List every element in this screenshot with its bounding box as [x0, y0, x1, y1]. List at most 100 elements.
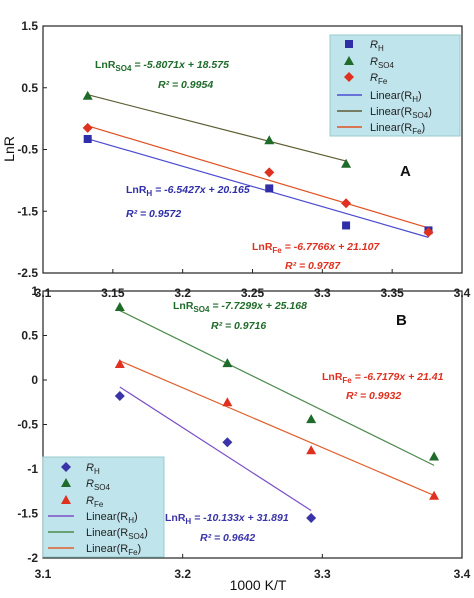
- legend-box: [42, 456, 165, 558]
- data-point-R_SO4: [306, 414, 317, 424]
- legend-subscript: Fe: [378, 77, 388, 86]
- chart-panel-a: 3.1 3.15 3.2 3.25 3.3 3.35 3.41.50.5-0.5-1.5-2…: [1, 19, 471, 300]
- legend-fit-label-R_SO4: Linear(RSO4): [370, 106, 432, 120]
- legend-subscript: SO4: [94, 483, 111, 492]
- legend-fit-text: Linear(R: [86, 511, 128, 523]
- y-axis-title: LnR: [1, 136, 17, 162]
- panel-letter: A: [400, 163, 411, 180]
- y-tick-label: 1.5: [21, 19, 38, 33]
- data-point-R_SO4: [264, 135, 275, 145]
- equation-lhs: LnR: [95, 59, 116, 71]
- equation-subscript: H: [146, 189, 152, 198]
- legend-fit-text: Linear(R: [86, 527, 128, 539]
- equation-R_Fe: LnRFe = -6.7179x + 21.41: [322, 371, 444, 385]
- r-squared-R_SO4: R² = 0.9954: [158, 79, 213, 91]
- data-point-R_H: [83, 135, 92, 144]
- x-tick-label: 3.15: [101, 286, 125, 300]
- y-tick-label: -2.5: [17, 266, 38, 280]
- y-tick-label: -2: [27, 551, 38, 565]
- r-squared-R_Fe: R² = 0.9932: [346, 390, 401, 402]
- equation-R_H: LnRH = -10.133x + 31.891: [165, 512, 289, 526]
- legend-fit-close: ): [428, 106, 432, 118]
- data-point-R_H: [222, 437, 233, 448]
- legend-r: R: [86, 462, 94, 474]
- equation-subscript: Fe: [272, 246, 282, 255]
- data-point-R_H: [114, 391, 125, 402]
- equation-rhs: = -6.7766x + 21.107: [282, 241, 381, 253]
- equation-subscript: SO4: [115, 64, 132, 73]
- legend-box: [329, 34, 461, 137]
- legend-fit-label-R_SO4: Linear(RSO4): [86, 527, 148, 541]
- data-point-R_SO4: [222, 358, 233, 368]
- equation-subscript: Fe: [342, 376, 352, 385]
- x-tick-label: 3.25: [241, 286, 265, 300]
- legend-marker-R_H: [61, 462, 71, 472]
- r-squared-R_SO4: R² = 0.9716: [211, 320, 266, 332]
- data-point-R_Fe: [114, 358, 125, 368]
- data-point-R_SO4: [429, 451, 440, 461]
- legend-fit-subscript: H: [412, 95, 418, 104]
- legend-marker-R_H: [345, 40, 353, 48]
- data-point-R_Fe: [423, 227, 434, 238]
- equation-lhs: LnR: [165, 512, 186, 524]
- legend-marker-R_SO4: [344, 56, 354, 65]
- legend-fit-subscript: SO4: [128, 532, 145, 541]
- data-point-R_SO4: [82, 90, 93, 100]
- equation-lhs: LnR: [126, 184, 147, 196]
- legend-fit-label-R_H: Linear(RH): [86, 511, 138, 525]
- data-point-R_Fe: [429, 490, 440, 500]
- legend-subscript: H: [378, 44, 384, 53]
- x-tick-label: 3.35: [380, 286, 404, 300]
- equation-subscript: H: [185, 517, 191, 526]
- legend-fit-close: ): [138, 543, 142, 555]
- legend-fit-label-R_Fe: Linear(RFe): [370, 122, 425, 136]
- legend-label-R_SO4: RSO4: [86, 478, 111, 492]
- panel-letter: B: [396, 312, 407, 329]
- legend-r: R: [86, 495, 94, 507]
- equation-rhs: = -10.133x + 31.891: [191, 512, 289, 524]
- trendline-R_Fe: [119, 360, 435, 496]
- x-axis-title: 1000 K/T: [230, 577, 287, 593]
- legend-r: R: [86, 478, 94, 490]
- legend-subscript: Fe: [94, 500, 104, 509]
- legend-fit-close: ): [422, 122, 426, 134]
- legend-fit-label-R_H: Linear(RH): [370, 90, 422, 104]
- legend-r: R: [370, 56, 378, 68]
- r-squared-R_H: R² = 0.9642: [200, 532, 255, 544]
- equation-R_SO4: LnRSO4 = -7.7299x + 25.168: [173, 300, 307, 314]
- trendline-R_H: [119, 386, 312, 512]
- x-tick-label: 3.2: [174, 567, 191, 581]
- equation-R_H: LnRH = -6.5427x + 20.165: [126, 184, 250, 198]
- data-point-R_Fe: [306, 445, 317, 455]
- legend-label-R_Fe: RFe: [86, 495, 104, 509]
- legend-fit-close: ): [134, 511, 138, 523]
- legend-subscript: SO4: [378, 61, 395, 70]
- equation-rhs: = -6.7179x + 21.41: [352, 371, 444, 383]
- y-tick-label: -1.5: [17, 507, 38, 521]
- y-tick-label: -1.5: [17, 204, 38, 218]
- data-point-R_H: [342, 221, 351, 230]
- x-tick-label: 3.4: [454, 567, 471, 581]
- data-point-R_Fe: [222, 397, 233, 407]
- legend-label-R_H: RH: [370, 39, 384, 53]
- x-tick-label: 3.3: [314, 567, 331, 581]
- legend-label-R_SO4: RSO4: [370, 56, 395, 70]
- equation-R_SO4: LnRSO4 = -5.8071x + 18.575: [95, 59, 229, 73]
- equation-rhs: = -5.8071x + 18.575: [131, 59, 229, 71]
- legend: RHRSO4RFeLinear(RH)Linear(RSO4)Linear(RF…: [329, 34, 461, 137]
- legend-fit-label-R_Fe: Linear(RFe): [86, 543, 141, 557]
- r-squared-R_H: R² = 0.9572: [126, 208, 181, 220]
- legend-r: R: [370, 72, 378, 84]
- legend-fit-subscript: SO4: [412, 111, 429, 120]
- trendline-R_SO4: [87, 94, 347, 162]
- y-tick-label: 0.5: [21, 329, 38, 343]
- legend-r: R: [370, 39, 378, 51]
- legend-fit-text: Linear(R: [370, 122, 412, 134]
- trendline-R_H: [87, 138, 429, 238]
- legend-fit-text: Linear(R: [370, 106, 412, 118]
- data-point-R_H: [306, 512, 317, 523]
- data-point-R_SO4: [341, 158, 352, 168]
- legend: RHRSO4RFeLinear(RH)Linear(RSO4)Linear(RF…: [42, 456, 165, 558]
